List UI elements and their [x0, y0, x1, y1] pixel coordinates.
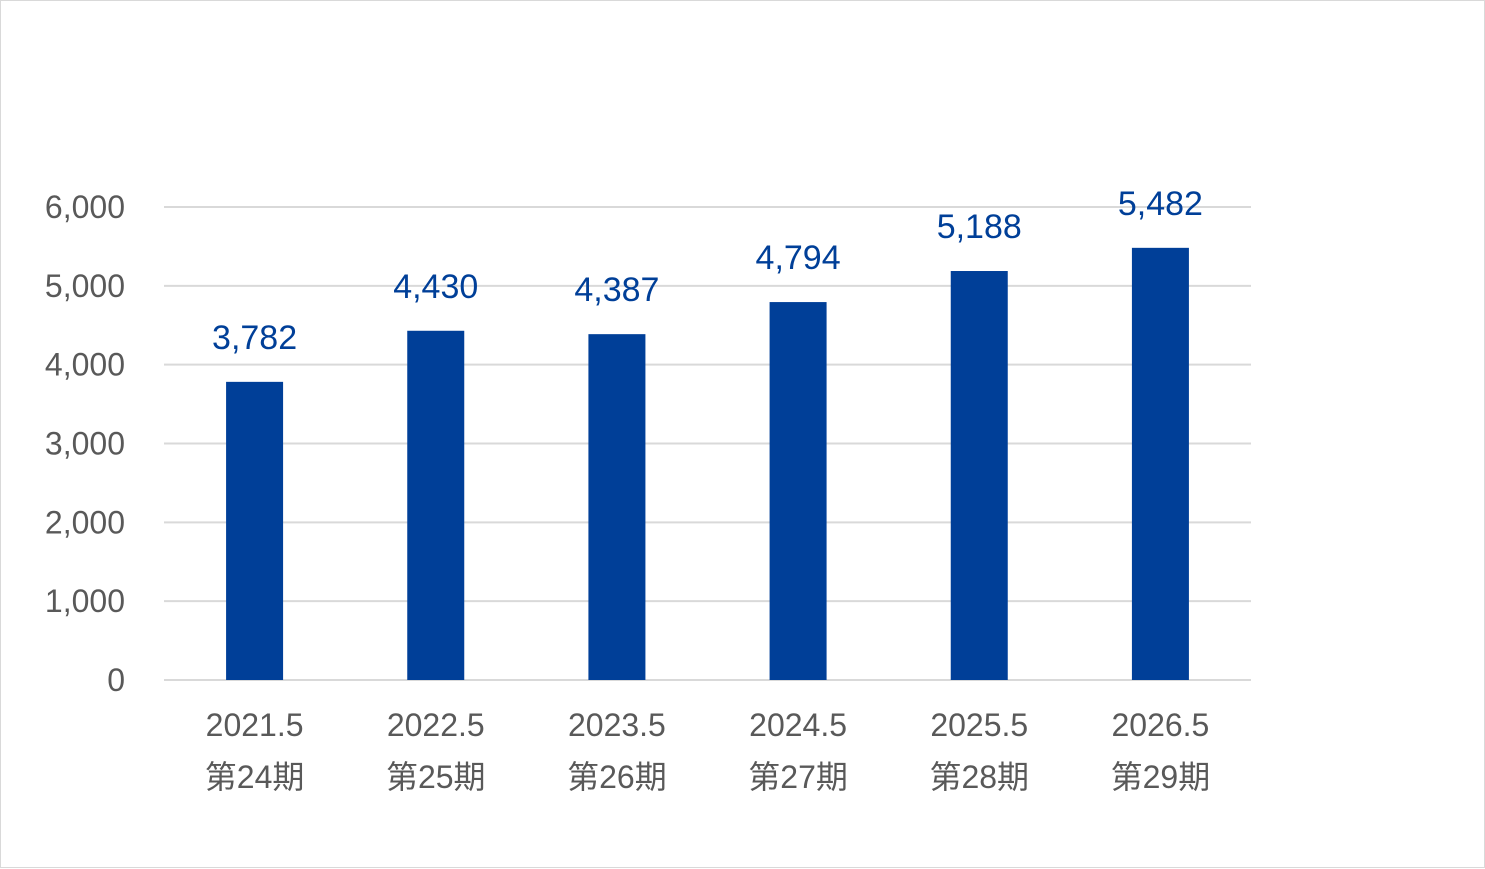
- x-tick-label-period: 第26期: [567, 759, 667, 795]
- data-label: 5,188: [937, 208, 1022, 246]
- data-label: 4,430: [393, 268, 478, 306]
- x-tick-label-period: 第25期: [386, 759, 486, 795]
- x-tick-label-year: 2025.5: [930, 707, 1028, 743]
- bar: [950, 271, 1008, 680]
- y-tick-label: 0: [107, 662, 125, 698]
- y-tick-label: 2,000: [45, 504, 125, 540]
- bar: [769, 302, 827, 680]
- data-label: 4,794: [756, 239, 841, 277]
- bar: [1131, 247, 1189, 680]
- x-tick-label-period: 第28期: [929, 759, 1029, 795]
- bar: [407, 330, 465, 680]
- x-tick-label-year: 2026.5: [1111, 707, 1209, 743]
- y-axis-tick-labels: 0 1,000 2,000 3,000 4,000 5,000 6,000: [45, 189, 125, 698]
- data-label: 5,482: [1118, 185, 1203, 223]
- x-tick-label-period: 第27期: [748, 759, 848, 795]
- x-axis-tick-labels: 2021.5 第24期 2022.5 第25期 2023.5 第26期 2024.5 第27期…: [205, 707, 1210, 795]
- x-tick-label-year: 2024.5: [749, 707, 847, 743]
- x-tick-label-year: 2023.5: [568, 707, 666, 743]
- x-tick-label-period: 第29期: [1111, 759, 1211, 795]
- data-label: 4,387: [574, 271, 659, 309]
- data-labels: 3,782 4,430 4,387 4,794 5,188 5,482: [212, 185, 1203, 357]
- x-tick-label-year: 2021.5: [206, 707, 304, 743]
- x-tick-label-year: 2022.5: [387, 707, 485, 743]
- data-label: 3,782: [212, 319, 297, 357]
- x-tick-label-period: 第24期: [205, 759, 305, 795]
- y-tick-label: 1,000: [45, 583, 125, 619]
- y-tick-label: 3,000: [45, 426, 125, 462]
- y-tick-label: 4,000: [45, 347, 125, 383]
- y-tick-label: 5,000: [45, 268, 125, 304]
- gridlines: [164, 206, 1251, 681]
- bar: [588, 334, 646, 680]
- y-tick-label: 6,000: [45, 189, 125, 225]
- bar: [226, 381, 284, 680]
- bars: [226, 247, 1189, 680]
